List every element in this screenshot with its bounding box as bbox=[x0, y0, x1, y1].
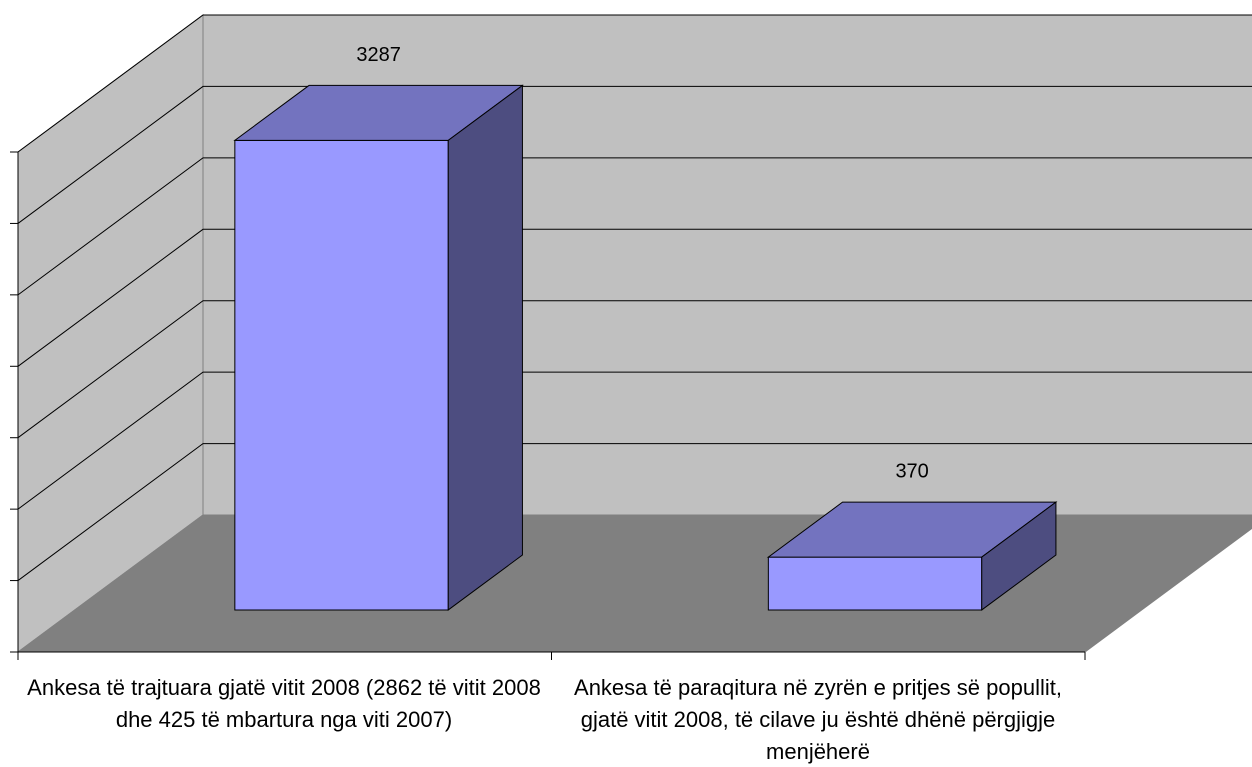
grid-line bbox=[17, 85, 1252, 224]
x-tick-label: Ankesa të trajtuara gjatë vitit 2008 (28… bbox=[27, 675, 541, 732]
bar-front bbox=[767, 556, 983, 611]
grid-line bbox=[17, 228, 1252, 367]
grid-line bbox=[17, 14, 1252, 153]
bar-front bbox=[234, 139, 449, 611]
data-label: 370 bbox=[895, 461, 928, 483]
bar-side bbox=[447, 84, 523, 611]
grid-line bbox=[17, 443, 1252, 581]
grid-line bbox=[17, 157, 1252, 296]
grid-line bbox=[17, 371, 1252, 510]
x-tick-label: Ankesa të paraqitura në zyrën e pritjes … bbox=[574, 675, 1062, 764]
data-label: 3287 bbox=[356, 44, 401, 66]
grid-line bbox=[17, 300, 1252, 439]
bar-side bbox=[981, 501, 1057, 611]
floor bbox=[16, 514, 1252, 653]
